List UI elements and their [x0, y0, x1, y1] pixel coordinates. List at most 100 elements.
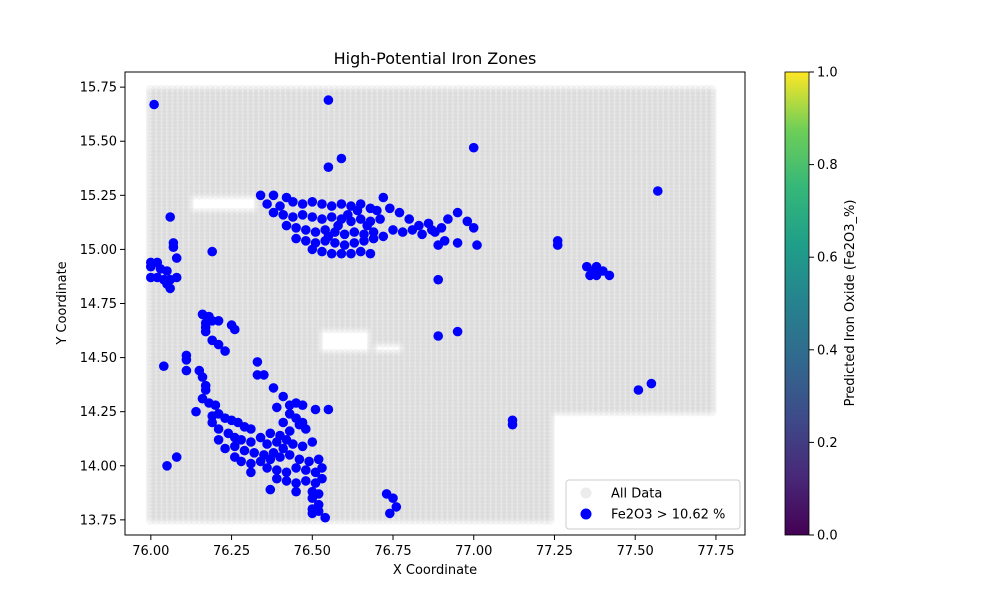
- all-data-point: [145, 247, 156, 258]
- all-data-point: [151, 395, 162, 406]
- all-data-point: [151, 471, 162, 482]
- all-data-point: [145, 215, 156, 225]
- all-data-point: [145, 373, 156, 384]
- all-data-point: [145, 139, 156, 150]
- all-data-point: [151, 312, 162, 323]
- all-data-point: [151, 327, 162, 337]
- all-data-point: [145, 377, 156, 388]
- all-data-point: [151, 478, 162, 489]
- all-data-point: [145, 410, 156, 421]
- all-data-point: [151, 417, 162, 428]
- all-data-point: [145, 84, 156, 95]
- all-data-point: [151, 496, 162, 507]
- all-data-point: [145, 243, 156, 254]
- all-data-point: [145, 420, 156, 431]
- all-data-point: [145, 337, 156, 348]
- all-data-point: [145, 424, 156, 435]
- all-data-point: [145, 471, 156, 482]
- all-data-point: [145, 294, 156, 305]
- all-data-point: [151, 370, 162, 381]
- all-data-point: [145, 182, 156, 193]
- all-data-point: [145, 128, 156, 139]
- all-data-point: [145, 225, 156, 236]
- all-data-point: [151, 420, 162, 431]
- all-data-point: [145, 478, 156, 489]
- all-data-point: [145, 341, 156, 352]
- all-data-point: [151, 514, 162, 525]
- all-data-point: [151, 428, 162, 439]
- all-data-point: [145, 467, 156, 478]
- all-data-point: [151, 489, 162, 500]
- all-data-point: [145, 428, 156, 439]
- all-data-point: [145, 392, 156, 402]
- all-data-point: [151, 377, 162, 388]
- all-data-point: [151, 457, 162, 467]
- all-data-point: [151, 337, 162, 348]
- all-data-point: [145, 168, 156, 178]
- all-data-point: [151, 507, 162, 518]
- all-data-point: [145, 117, 156, 128]
- all-data-point: [145, 146, 156, 157]
- all-data-point: [145, 287, 156, 298]
- all-data-point: [145, 348, 156, 359]
- all-data-point: [145, 92, 156, 103]
- all-data-point: [151, 424, 162, 435]
- all-data-point: [145, 323, 156, 334]
- all-data-point: [151, 511, 162, 522]
- all-data-point: [145, 113, 156, 124]
- all-data-point: [151, 319, 162, 330]
- all-data-point: [151, 410, 162, 421]
- all-data-point: [145, 449, 156, 460]
- all-data-point: [151, 435, 162, 446]
- all-data-point: [145, 446, 156, 457]
- all-data-point: [151, 431, 162, 442]
- all-data-point: [151, 464, 162, 475]
- all-data-point: [145, 175, 156, 186]
- all-data-point: [145, 135, 156, 146]
- all-data-point: [145, 417, 156, 428]
- all-data-point: [151, 334, 162, 345]
- all-data-point: [151, 486, 162, 496]
- all-data-point: [145, 88, 156, 99]
- all-data-point: [145, 370, 156, 381]
- all-data-point: [145, 453, 156, 464]
- all-data-point: [145, 406, 156, 417]
- all-data-point: [145, 327, 156, 337]
- all-data-point: [145, 514, 156, 525]
- all-data-point: [145, 236, 156, 247]
- all-data-point: [151, 363, 162, 374]
- all-data-point: [145, 402, 156, 413]
- all-data-point: [151, 453, 162, 464]
- all-data-point: [145, 153, 156, 164]
- all-data-point: [145, 124, 156, 135]
- all-data-point: [145, 211, 156, 222]
- all-data-point: [145, 457, 156, 467]
- all-data-point: [145, 222, 156, 233]
- all-data-point: [151, 399, 162, 410]
- all-data-point: [145, 388, 156, 399]
- all-data-point: [145, 330, 156, 341]
- all-data-point: [151, 439, 162, 449]
- all-data-point: [151, 348, 162, 359]
- all-data-point: [145, 489, 156, 500]
- all-data-point: [151, 406, 162, 417]
- all-data-point: [145, 507, 156, 518]
- all-data-point: [151, 316, 162, 327]
- all-data-point: [151, 381, 162, 392]
- all-data-point: [151, 366, 162, 377]
- all-data-point: [145, 305, 156, 316]
- all-data-point: [145, 496, 156, 507]
- all-data-point: [151, 493, 162, 504]
- all-data-point: [145, 308, 156, 319]
- all-data-point: [145, 504, 156, 514]
- all-data-point: [145, 200, 156, 211]
- plot-area: [145, 84, 717, 525]
- all-data-point: [151, 446, 162, 457]
- all-data-point: [145, 366, 156, 377]
- all-data-point: [145, 316, 156, 327]
- all-data-point: [145, 482, 156, 493]
- all-data-point: [151, 330, 162, 341]
- all-data-point: [145, 121, 156, 131]
- all-data-point: [145, 334, 156, 345]
